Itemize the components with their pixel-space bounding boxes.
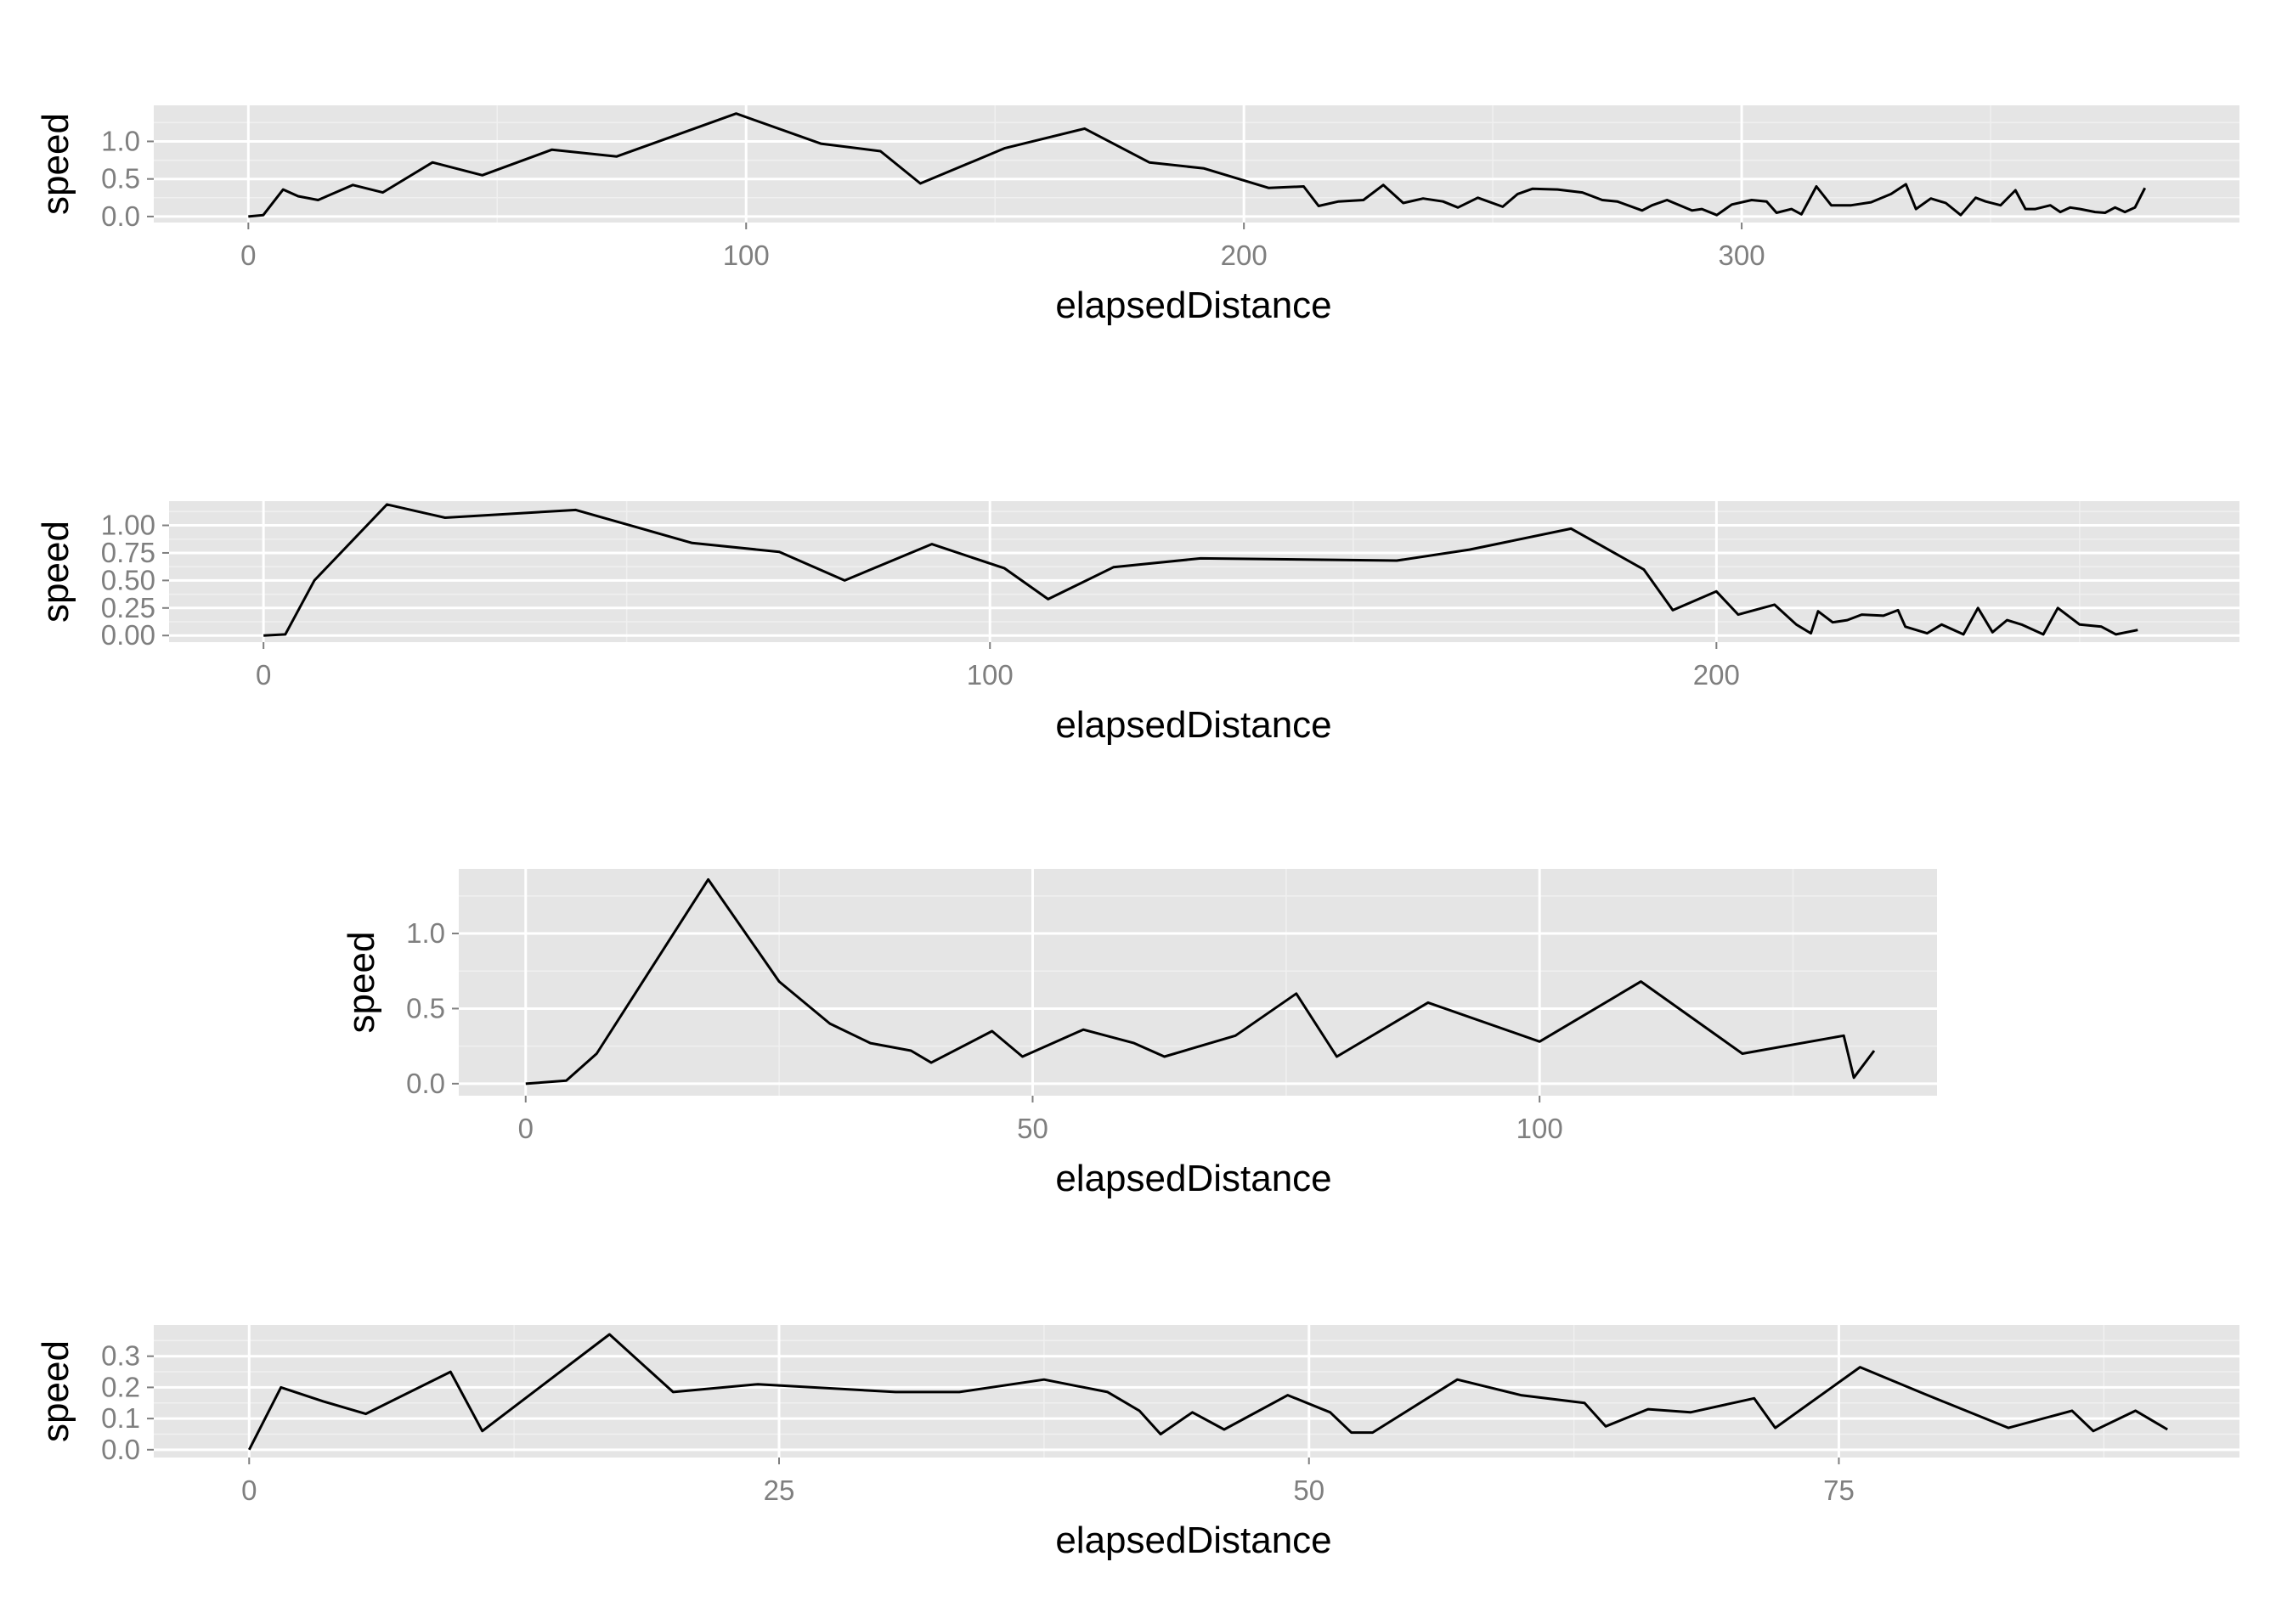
- plot-panel: [154, 1325, 2239, 1458]
- x-tick-label: 0: [241, 1475, 257, 1506]
- y-tick-label: 0.75: [101, 537, 155, 568]
- speed-chart-3: 0 50 100 0.0 0.5 1.0 elapsedDistance speed: [341, 869, 1937, 1199]
- y-axis-title: speed: [35, 1340, 76, 1442]
- y-tick-label: 0.3: [101, 1340, 140, 1372]
- y-tick-label: 0.25: [101, 592, 155, 623]
- y-tick-label: 0.2: [101, 1371, 140, 1402]
- speed-series-line: [248, 112, 2147, 218]
- x-tick-label: 0: [518, 1113, 534, 1144]
- y-tick-label: 0.00: [101, 619, 155, 651]
- speed-series-line: [247, 1333, 2168, 1451]
- x-tick-label: 100: [723, 240, 770, 271]
- x-axis-title: elapsedDistance: [1055, 285, 1331, 326]
- y-tick-label: 0.0: [101, 200, 140, 232]
- x-tick-label: 200: [1221, 240, 1268, 271]
- speed-chart-4: 0 25 50 75 0.00.10.20.3 elapsedDistance speed: [35, 1325, 2239, 1561]
- x-tick-label: 100: [967, 659, 1014, 691]
- x-tick-label: 300: [1719, 240, 1765, 271]
- speed-chart-1: 0 100 200 300 0.0 0.5 1.0 elapsedDistance speed: [35, 105, 2239, 326]
- x-tick-label: 200: [1693, 659, 1740, 691]
- x-tick-label: 0: [240, 240, 256, 271]
- x-axis-title: elapsedDistance: [1055, 1158, 1331, 1199]
- y-tick-label: 1.0: [101, 125, 140, 156]
- x-tick-label: 25: [764, 1475, 795, 1506]
- plot-panel: [459, 869, 1937, 1096]
- y-axis-title: speed: [35, 113, 76, 215]
- y-tick-label: 0.50: [101, 564, 155, 595]
- y-tick-label: 0.5: [101, 163, 140, 195]
- x-axis-title: elapsedDistance: [1055, 704, 1331, 746]
- x-tick-label: 50: [1017, 1113, 1048, 1144]
- x-tick-label: 75: [1823, 1475, 1855, 1506]
- speed-series-line: [525, 877, 1876, 1085]
- y-tick-label: 0.5: [406, 992, 445, 1023]
- speed-series-line: [263, 503, 2138, 637]
- y-tick-label: 0.0: [101, 1434, 140, 1465]
- y-tick-label: 0.1: [101, 1402, 140, 1434]
- x-tick-label: 50: [1293, 1475, 1324, 1506]
- x-tick-label: 100: [1516, 1113, 1563, 1144]
- plot-panel: [154, 105, 2239, 223]
- y-tick-label: 1.00: [101, 510, 155, 541]
- y-axis-title: speed: [341, 932, 382, 1034]
- y-axis-title: speed: [35, 521, 76, 623]
- y-tick-label: 1.0: [406, 917, 445, 949]
- plot-panel: [169, 501, 2239, 642]
- x-axis-title: elapsedDistance: [1055, 1520, 1331, 1561]
- speed-chart-2: 0 100 200 0.000.250.500.751.00 elapsedDistan…: [35, 501, 2239, 746]
- x-tick-label: 0: [256, 659, 271, 691]
- y-tick-label: 0.0: [406, 1068, 445, 1099]
